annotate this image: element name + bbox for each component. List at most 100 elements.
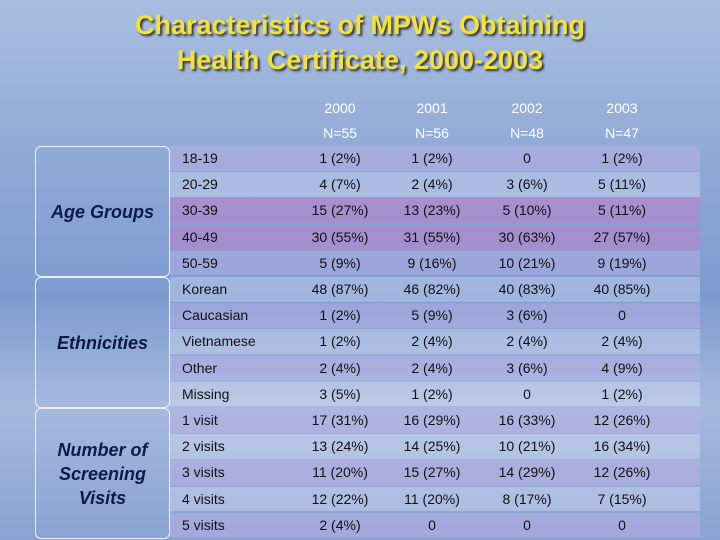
table-cell: 0: [618, 516, 626, 533]
table-cell: 15 (27%): [311, 202, 369, 219]
title-line: Characteristics of MPWs Obtaining: [134, 10, 586, 40]
group-label: Age Groups: [50, 201, 154, 222]
table-row: 1 visit 17 (31%) 16 (29%) 16 (33%) 12 (26%): [170, 408, 700, 433]
row-label: 4 visits: [182, 490, 225, 507]
table-cell: 2 (4%): [319, 516, 361, 533]
table-cell: 30 (63%): [498, 228, 556, 245]
row-label: 5 visits: [182, 516, 225, 533]
row-label: Korean: [182, 281, 228, 297]
table-cell: 0: [523, 385, 531, 402]
table-cell: 1 (2%): [601, 385, 643, 402]
table-cell: 0: [523, 150, 531, 166]
column-year: 2002: [511, 100, 543, 116]
table-cell: 13 (23%): [403, 202, 461, 219]
table-cell: 40 (85%): [593, 281, 651, 297]
table-row: 3 visits 11 (20%) 15 (27%) 14 (29%) 12 (26%): [170, 460, 700, 486]
group-box: Ethnicities: [35, 277, 170, 408]
table-cell: 10 (21%): [498, 438, 556, 455]
table-cell: 5 (9%): [411, 307, 453, 324]
row-label: Vietnamese: [182, 333, 256, 350]
row-label: 3 visits: [182, 464, 225, 481]
table-row: Missing 3 (5%) 1 (2%) 0 1 (2%): [170, 381, 700, 407]
column-n: N=56: [415, 125, 449, 141]
table-row: 18-19 1 (2%) 1 (2%) 0 1 (2%): [170, 146, 700, 171]
table-cell: 9 (16%): [407, 254, 457, 271]
row-label: 20-29: [182, 176, 218, 193]
table-cell: 15 (27%): [403, 464, 461, 481]
table-cell: 31 (55%): [403, 228, 461, 245]
table-cell: 2 (4%): [319, 359, 361, 376]
table-cell: 12 (22%): [311, 490, 369, 507]
table-cell: 5 (11%): [598, 202, 646, 219]
table-row: 5 visits 2 (4%) 0 0 0: [170, 512, 700, 538]
column-year: 2001: [416, 100, 448, 116]
table-cell: 0: [523, 516, 531, 533]
table-cell: 12 (26%): [593, 412, 651, 428]
table-row: 30-39 15 (27%) 13 (23%) 5 (10%) 5 (11%): [170, 198, 700, 224]
table-cell: 5 (9%): [319, 254, 361, 271]
table-cell: 3 (6%): [506, 307, 548, 324]
table-cell: 14 (25%): [403, 438, 461, 455]
title-line: Health Certificate, 2000-2003: [176, 45, 544, 75]
table-cell: 0: [428, 516, 436, 533]
table-cell: 17 (31%): [311, 412, 369, 428]
table-cell: 12 (26%): [593, 464, 651, 481]
table-row: 50-59 5 (9%) 9 (16%) 10 (21%) 9 (19%): [170, 250, 700, 276]
group-label: Ethnicities: [56, 332, 149, 353]
table-cell: 3 (6%): [506, 359, 548, 376]
table-cell: 13 (24%): [311, 438, 369, 455]
row-label: 2 visits: [182, 438, 225, 455]
table-row: 4 visits 12 (22%) 11 (20%) 8 (17%) 7 (15%): [170, 486, 700, 512]
table-cell: 30 (55%): [311, 228, 369, 245]
table-cell: 11 (20%): [404, 490, 460, 507]
table-cell: 46 (82%): [403, 281, 461, 297]
column-n: N=55: [323, 125, 357, 141]
table-cell: 4 (9%): [601, 359, 643, 376]
row-label: 18-19: [182, 150, 218, 166]
table-cell: 2 (4%): [411, 333, 453, 350]
table-row: 2 visits 13 (24%) 14 (25%) 10 (21%) 16 (34%): [170, 434, 700, 459]
table-cell: 48 (87%): [311, 281, 369, 297]
group-label: Number of Screening Visits: [57, 439, 148, 508]
row-label: 30-39: [182, 202, 218, 219]
group-box: Number of Screening Visits: [35, 408, 170, 539]
table-cell: 3 (6%): [506, 176, 548, 193]
table-cell: 1 (2%): [319, 333, 361, 350]
table-cell: 2 (4%): [601, 333, 643, 350]
table-cell: 8 (17%): [502, 490, 552, 507]
table-cell: 1 (2%): [411, 150, 453, 166]
table-cell: 16 (29%): [403, 412, 461, 428]
table-cell: 5 (10%): [502, 202, 552, 219]
table-cell: 3 (5%): [319, 385, 361, 402]
table-cell: 2 (4%): [411, 359, 453, 376]
table-cell: 7 (15%): [597, 490, 647, 507]
column-year: 2000: [324, 100, 356, 116]
table-cell: 1 (2%): [601, 150, 643, 166]
table-cell: 2 (4%): [411, 176, 453, 193]
table-cell: 11 (20%): [312, 464, 368, 481]
table-cell: 0: [618, 307, 626, 324]
column-n: N=47: [605, 125, 639, 141]
row-label: 50-59: [182, 254, 218, 271]
table-row: Other 2 (4%) 2 (4%) 3 (6%) 4 (9%): [170, 355, 700, 381]
group-box: Age Groups: [35, 146, 170, 277]
row-label: Other: [182, 359, 218, 376]
table-cell: 4 (7%): [319, 176, 361, 193]
table-row: 40-49 30 (55%) 31 (55%) 30 (63%) 27 (57%): [170, 224, 700, 250]
row-label: 40-49: [182, 228, 218, 245]
table-cell: 2 (4%): [506, 333, 548, 350]
row-label: Caucasian: [182, 307, 249, 324]
table-cell: 9 (19%): [597, 254, 647, 271]
table-cell: 1 (2%): [411, 385, 453, 402]
table-row: 20-29 4 (7%) 2 (4%) 3 (6%) 5 (11%): [170, 172, 700, 197]
row-label: Missing: [182, 385, 230, 402]
table-cell: 5 (11%): [598, 176, 646, 193]
table-cell: 16 (33%): [498, 412, 556, 428]
table-cell: 16 (34%): [593, 438, 651, 455]
table-cell: 1 (2%): [319, 307, 361, 324]
table-row: Korean 48 (87%) 46 (82%) 40 (83%) 40 (85%): [170, 277, 700, 302]
table-row: Vietnamese 1 (2%) 2 (4%) 2 (4%) 2 (4%): [170, 329, 700, 355]
table-row: Caucasian 1 (2%) 5 (9%) 3 (6%) 0: [170, 303, 700, 328]
table-cell: 10 (21%): [498, 254, 556, 271]
